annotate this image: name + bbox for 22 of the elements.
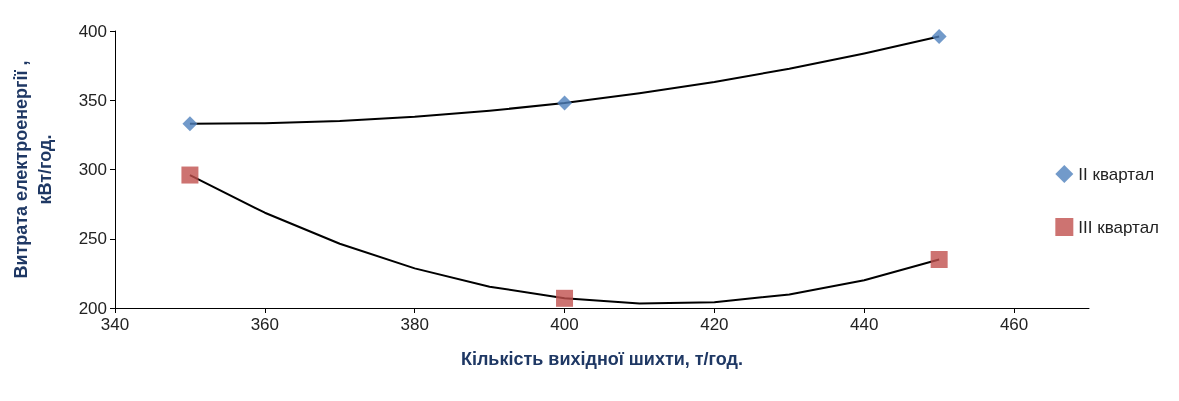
x-tick-label: 440 xyxy=(850,315,879,334)
legend-label: III квартал xyxy=(1078,217,1160,237)
point xyxy=(181,166,199,184)
x-tick-label: 380 xyxy=(400,315,429,334)
point xyxy=(182,116,198,132)
legend-label: II квартал xyxy=(1078,164,1155,184)
y-tick-label: 400 xyxy=(78,21,107,41)
y-tick-label: 350 xyxy=(78,90,107,110)
y-tick-label: 200 xyxy=(78,298,107,318)
y-axis-title: Витрата електроенергії , кВт/год. xyxy=(11,60,55,279)
x-tick-label: 460 xyxy=(999,315,1029,334)
point xyxy=(556,289,574,307)
point xyxy=(557,95,573,111)
x-tick-label: 340 xyxy=(100,315,130,334)
point xyxy=(930,251,948,269)
x-tick-label: 420 xyxy=(700,315,729,334)
x-tick-label: 360 xyxy=(250,315,280,334)
point xyxy=(931,29,947,45)
x-tick-label: 400 xyxy=(550,315,579,334)
y-tick-label: 250 xyxy=(78,229,107,249)
y-tick-label: 300 xyxy=(78,160,107,179)
x-axis-title: Кількість вихідної шихти, т/год. xyxy=(460,349,744,369)
